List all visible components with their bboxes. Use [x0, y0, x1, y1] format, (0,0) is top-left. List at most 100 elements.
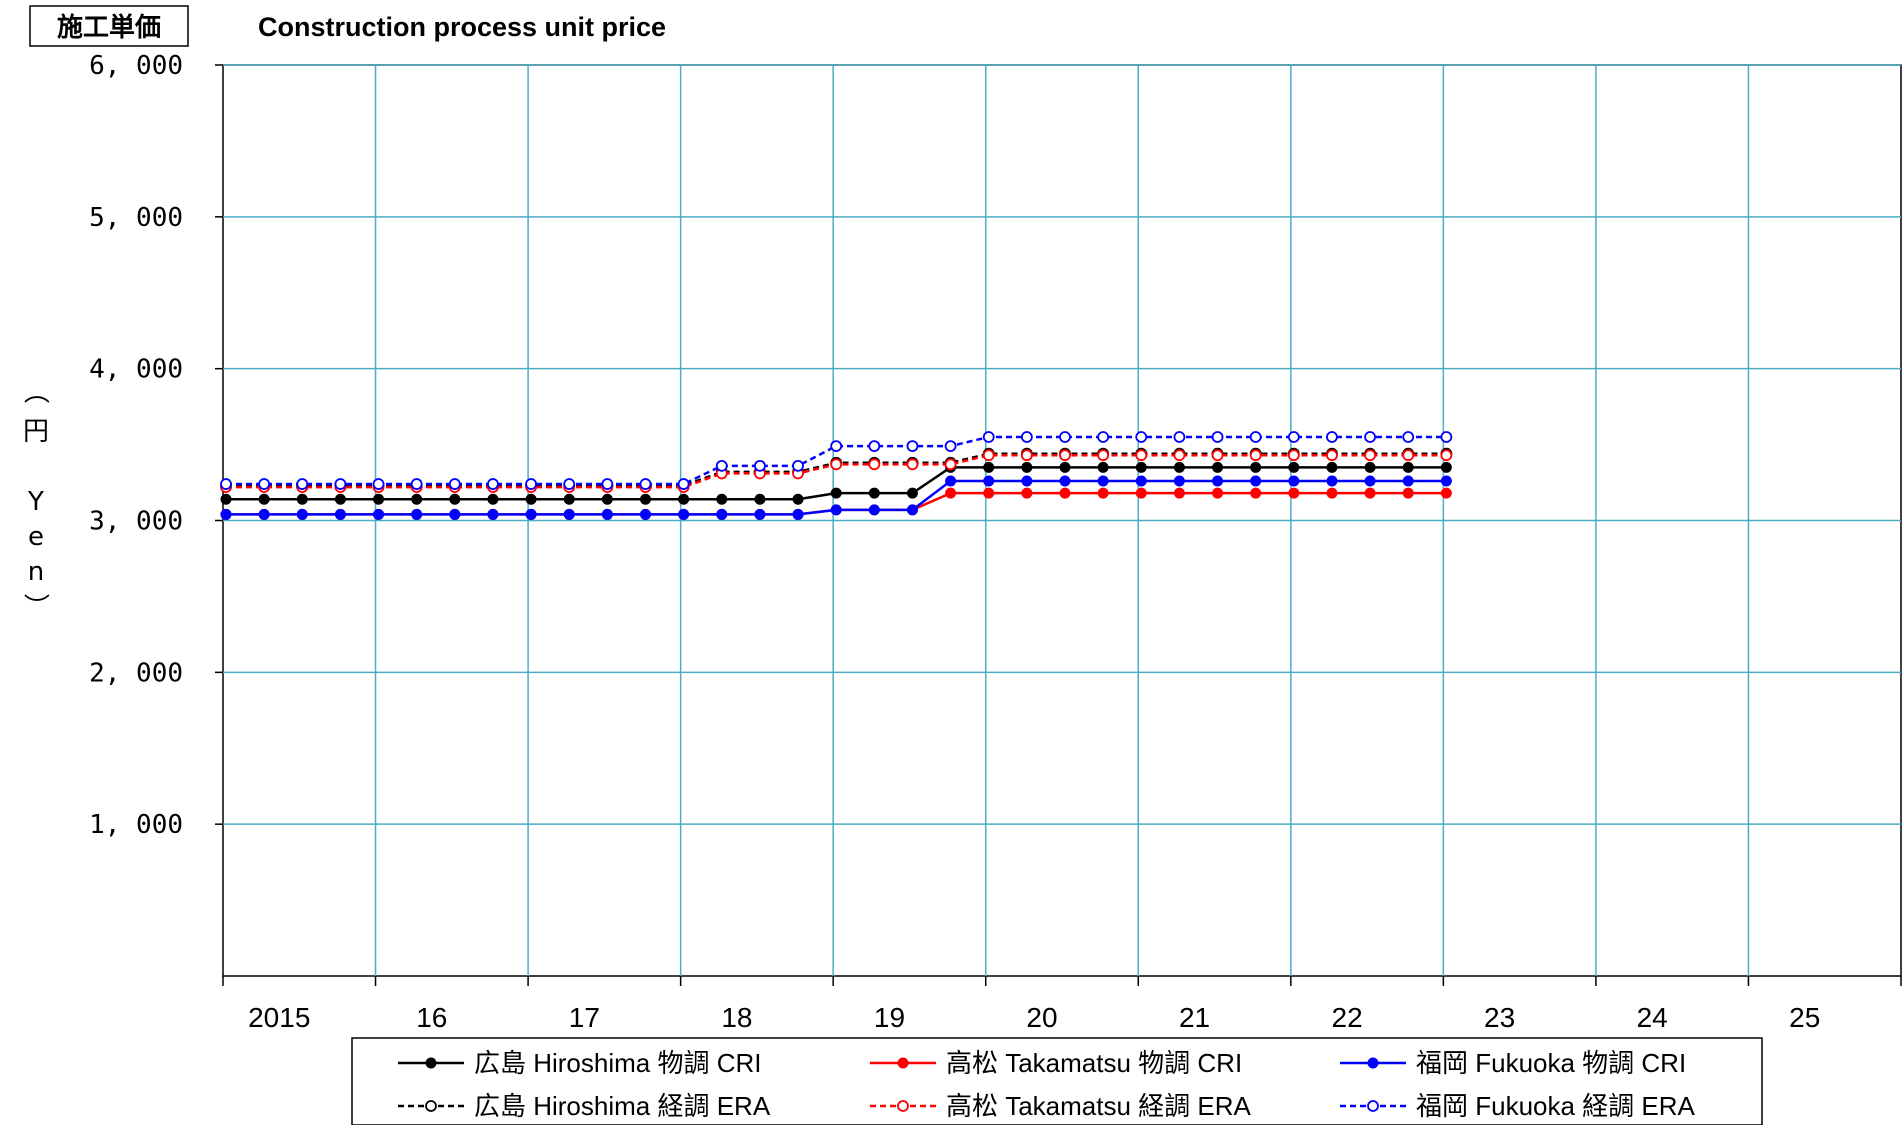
data-point — [1326, 475, 1338, 487]
data-point — [1326, 449, 1338, 462]
data-point — [944, 440, 957, 453]
data-point — [1097, 475, 1109, 487]
data-point — [296, 493, 308, 505]
data-point — [1135, 487, 1147, 499]
data-point — [411, 508, 423, 520]
data-point — [1212, 461, 1224, 473]
data-point — [1211, 449, 1224, 462]
data-point — [945, 487, 957, 499]
x-tick-label: 19 — [874, 1002, 905, 1033]
data-point — [1135, 431, 1148, 443]
y-tick-label: 5, 000 — [89, 203, 183, 233]
data-point — [1211, 431, 1224, 443]
data-point — [296, 478, 309, 490]
data-point — [1287, 449, 1300, 462]
y-tick-label: 1, 000 — [89, 810, 183, 840]
data-point — [1020, 449, 1033, 462]
data-point — [373, 508, 385, 520]
data-point — [830, 487, 842, 499]
legend-swatch-marker — [897, 1100, 909, 1112]
data-point — [296, 508, 308, 520]
data-point — [1326, 461, 1338, 473]
y-axis-label-char: ） — [20, 593, 50, 619]
x-tick-label: 20 — [1026, 1002, 1057, 1033]
data-point — [1402, 449, 1415, 462]
data-point — [1059, 475, 1071, 487]
data-point — [1173, 449, 1186, 462]
data-point — [1250, 461, 1262, 473]
data-point — [1059, 431, 1071, 443]
data-point — [487, 508, 499, 520]
x-tick-label: 23 — [1484, 1002, 1515, 1033]
legend-label: 福岡 Fukuoka 物調 CRI — [1416, 1048, 1686, 1078]
title-badge-box — [29, 5, 189, 47]
legend-swatch-marker — [425, 1100, 437, 1112]
data-point — [525, 508, 537, 520]
y-axis-label-char: e — [28, 522, 44, 552]
data-point — [1212, 487, 1224, 499]
data-point — [678, 508, 690, 520]
data-point — [1402, 487, 1414, 499]
legend-swatch-marker — [425, 1057, 437, 1069]
data-point — [639, 478, 652, 490]
x-tick-label: 22 — [1332, 1002, 1363, 1033]
data-point — [1250, 487, 1262, 499]
data-point — [1402, 475, 1414, 487]
legend-swatch-marker — [1367, 1057, 1379, 1069]
data-point — [1249, 431, 1262, 443]
data-point — [1250, 475, 1262, 487]
data-point — [677, 478, 690, 490]
data-point — [220, 478, 232, 490]
y-tick-label: 3, 000 — [89, 507, 183, 537]
data-point — [678, 493, 690, 505]
data-point — [601, 478, 614, 490]
data-point — [1288, 475, 1300, 487]
data-point — [983, 475, 995, 487]
data-point — [449, 508, 461, 520]
legend-items: 広島 Hiroshima 物調 CRI 高松 Takamatsu 物調 CRI 福岡… — [398, 1048, 1696, 1121]
data-point — [754, 459, 766, 472]
data-point — [1135, 475, 1147, 487]
data-point — [792, 459, 804, 472]
data-point — [1173, 475, 1185, 487]
data-point — [868, 440, 881, 453]
x-tick-labels: 2015 16 17 18 19 20 21 22 23 24 25 — [248, 1002, 1820, 1033]
data-point — [220, 508, 232, 520]
data-point — [1173, 431, 1186, 443]
data-point — [1364, 431, 1376, 443]
data-point — [1021, 487, 1033, 499]
data-point — [258, 478, 271, 490]
y-axis-label-char: Y — [27, 487, 44, 517]
data-point — [334, 478, 347, 490]
data-point — [1364, 475, 1376, 487]
data-point — [1059, 449, 1071, 462]
data-point — [1021, 475, 1033, 487]
legend-label: 福岡 Fukuoka 経調 ERA — [1416, 1091, 1696, 1121]
data-point — [220, 493, 232, 505]
data-point — [448, 478, 461, 490]
data-point — [1135, 449, 1148, 462]
data-point — [1440, 461, 1452, 473]
data-point — [640, 493, 651, 505]
data-point — [906, 440, 919, 453]
data-point — [563, 478, 576, 490]
data-point — [334, 493, 346, 505]
data-point — [1288, 461, 1300, 473]
data-point — [982, 431, 995, 443]
data-point — [945, 475, 957, 487]
data-point — [1173, 487, 1185, 499]
data-point — [487, 493, 499, 505]
y-axis-label-char: （ — [20, 378, 50, 404]
data-point — [1440, 449, 1453, 462]
data-point — [258, 508, 270, 520]
y-tick-labels: 1, 000 2, 000 3, 000 4, 000 5, 000 6, 000 — [89, 51, 183, 840]
y-tick-label: 2, 000 — [89, 658, 183, 688]
data-point — [754, 493, 766, 505]
x-tick-label: 24 — [1637, 1002, 1668, 1033]
data-point — [792, 508, 804, 520]
chart-title: Construction process unit price — [258, 12, 666, 42]
data-point — [944, 458, 957, 471]
x-tick-label: 18 — [721, 1002, 752, 1033]
x-tick-label: 2015 — [248, 1002, 310, 1033]
